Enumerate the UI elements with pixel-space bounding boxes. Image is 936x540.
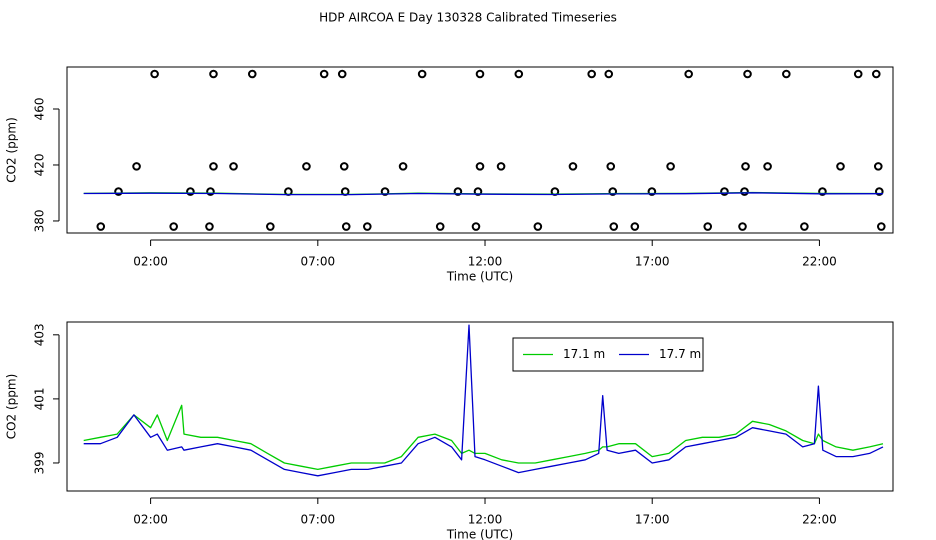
data-point: [169, 222, 178, 231]
x-tick-label: 17:00: [635, 255, 670, 269]
data-point: [608, 187, 618, 196]
plot-frame: [66, 321, 894, 492]
y-tick-label: 403: [33, 323, 47, 346]
data-point: [666, 162, 675, 171]
y-tick-label: 380: [33, 210, 47, 233]
data-point: [568, 162, 578, 171]
data-point: [473, 187, 483, 196]
y-axis-label: CO2 (ppm): [5, 117, 19, 183]
data-point: [876, 222, 886, 231]
series-line: [83, 324, 884, 477]
data-point: [475, 162, 485, 171]
data-point: [150, 69, 159, 79]
data-point: [720, 187, 729, 196]
data-point: [417, 69, 427, 79]
data-point: [337, 69, 347, 79]
data-point: [132, 162, 141, 171]
data-point: [302, 162, 311, 171]
data-point: [743, 69, 752, 79]
data-point: [341, 222, 351, 231]
data-point: [874, 187, 884, 196]
x-tick-label: 12:00: [468, 513, 503, 527]
y-tick-label: 401: [33, 387, 47, 410]
x-tick-label: 07:00: [301, 255, 336, 269]
data-point: [339, 162, 349, 171]
data-point: [266, 222, 275, 231]
data-point: [229, 162, 238, 171]
data-point: [800, 222, 809, 231]
data-point: [514, 69, 524, 79]
x-tick-label: 02:00: [133, 513, 168, 527]
data-point: [587, 69, 596, 79]
data-point: [604, 69, 614, 79]
y-tick-label: 399: [33, 452, 47, 475]
data-point: [740, 187, 749, 196]
series-line: [83, 404, 884, 471]
data-point: [738, 222, 747, 231]
data-point: [606, 162, 616, 171]
data-point: [186, 187, 195, 196]
series-line: [83, 192, 884, 196]
data-point: [114, 187, 123, 196]
data-point: [453, 187, 463, 196]
legend-label: 17.1 m: [563, 347, 605, 361]
data-point: [398, 162, 408, 171]
y-axis-label: CO2 (ppm): [5, 374, 19, 440]
data-point: [209, 162, 218, 171]
data-point: [703, 222, 713, 231]
data-point: [609, 222, 619, 231]
data-point: [205, 222, 214, 231]
data-point: [533, 222, 543, 231]
data-point: [873, 162, 883, 171]
data-point: [647, 187, 657, 196]
x-tick-label: 12:00: [468, 255, 503, 269]
data-point: [475, 69, 485, 79]
y-tick-label: 420: [33, 154, 47, 177]
data-point: [209, 69, 218, 79]
x-axis-label: Time (UTC): [446, 270, 513, 284]
data-point: [871, 69, 881, 79]
x-axis-label: Time (UTC): [446, 528, 513, 540]
data-point: [496, 162, 506, 171]
data-point: [319, 69, 329, 79]
plot-frame: [66, 66, 894, 234]
data-point: [782, 69, 791, 79]
data-point: [380, 187, 390, 196]
x-tick-label: 17:00: [635, 513, 670, 527]
y-tick-label: 460: [33, 98, 47, 121]
data-point: [853, 69, 863, 79]
data-point: [836, 162, 845, 171]
x-tick-label: 22:00: [802, 255, 837, 269]
data-point: [206, 187, 215, 196]
x-tick-label: 22:00: [802, 513, 837, 527]
data-point: [684, 69, 693, 79]
legend-label: 17.7 m: [659, 347, 701, 361]
data-point: [363, 222, 372, 231]
data-point: [471, 222, 481, 231]
x-tick-label: 07:00: [301, 513, 336, 527]
x-tick-label: 02:00: [133, 255, 168, 269]
data-point: [741, 162, 750, 171]
chart-title: HDP AIRCOA E Day 130328 Calibrated Times…: [319, 11, 617, 25]
data-point: [763, 162, 772, 171]
data-point: [818, 187, 827, 196]
data-point: [247, 69, 257, 79]
data-point: [96, 222, 106, 231]
data-point: [630, 222, 640, 231]
data-point: [435, 222, 445, 231]
